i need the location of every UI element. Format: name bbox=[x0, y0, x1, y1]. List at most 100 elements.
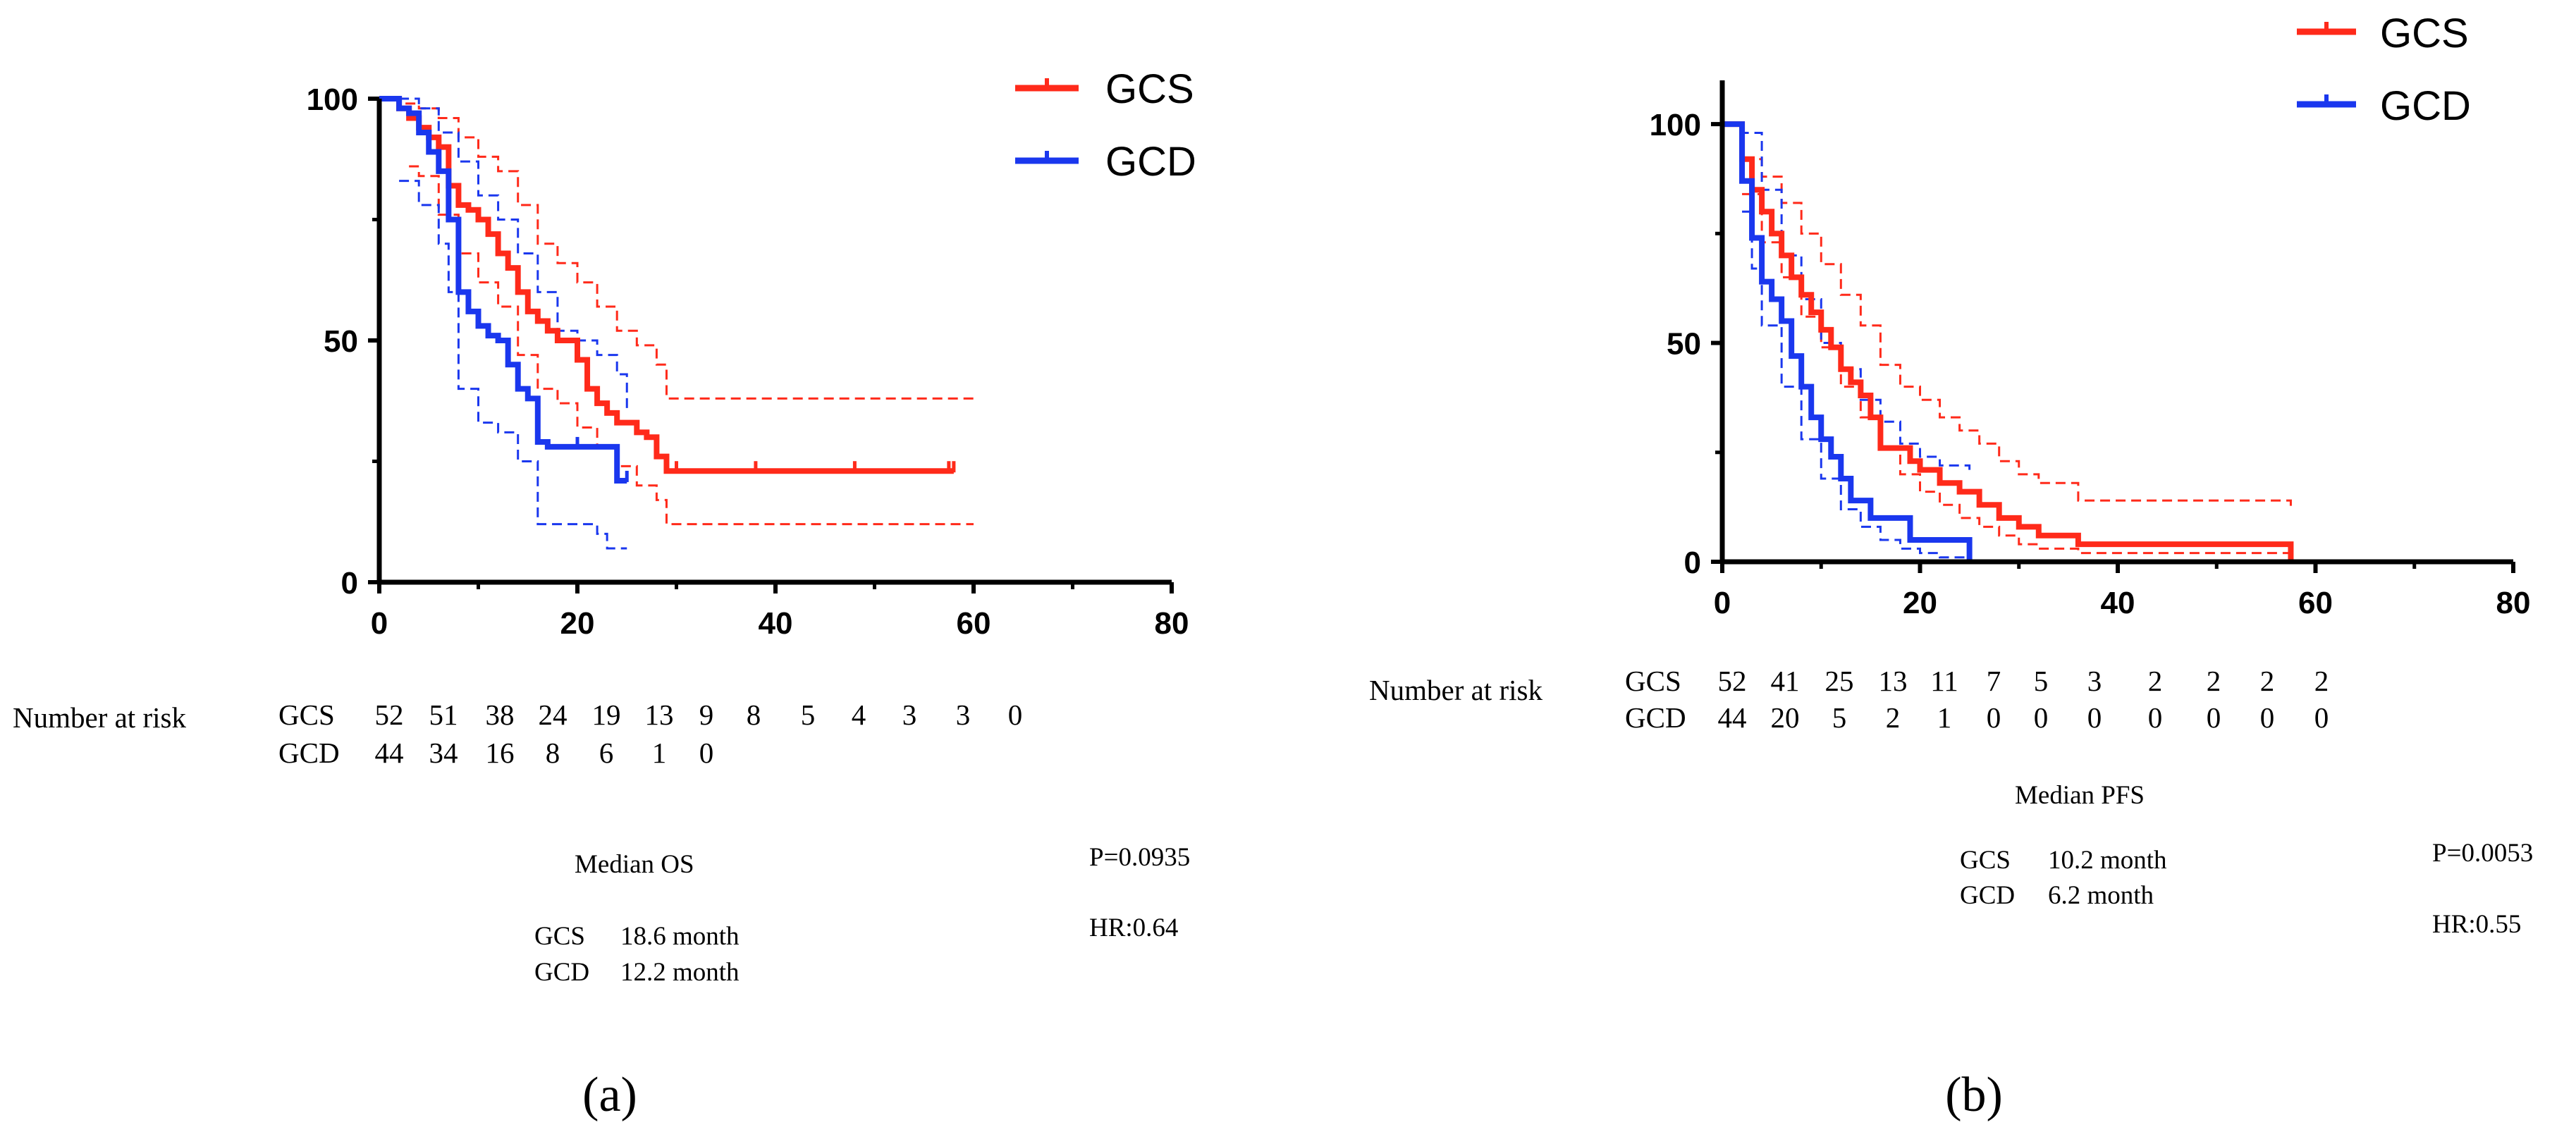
panel-b-y-tick-label-1: 50 bbox=[1667, 327, 1701, 362]
panel-b-hr: HR:0.55 bbox=[2432, 910, 2521, 939]
panel-b-risk-value-gcs-1: 41 bbox=[1771, 665, 1800, 697]
panel-a-legend: GCS GCD bbox=[1015, 66, 1196, 185]
panel-b-x-tick-label-1: 20 bbox=[1903, 586, 1937, 620]
panel-b-median-gcs-name: GCS bbox=[1960, 846, 2011, 875]
panel-a-x-tick-label-2: 40 bbox=[759, 606, 793, 641]
panel-a-series-ci-gcs-2 bbox=[379, 97, 974, 400]
panel-b-risk-value-gcs-4: 11 bbox=[1930, 665, 1958, 697]
panel-a-label: (a) bbox=[582, 1068, 637, 1122]
panel-b-series-ci-gcd-5 bbox=[1742, 210, 1971, 562]
panel-b-risk-value-gcs-2: 25 bbox=[1825, 665, 1854, 697]
panel-b-risk-value-gcs-6: 5 bbox=[2034, 665, 2049, 697]
panel-a-series-gcd-1 bbox=[379, 96, 627, 484]
panel-b-series-gcs-0 bbox=[1722, 121, 2294, 562]
panel-a-risk-value-gcd-2: 16 bbox=[486, 737, 515, 769]
panel-a-hr: HR:0.64 bbox=[1089, 913, 1178, 942]
panel-a-risk-value-gcs-0: 52 bbox=[375, 699, 404, 731]
panel-a-y-tick-label-1: 50 bbox=[324, 324, 358, 359]
panel-b-series-ci-gcd-4 bbox=[1732, 123, 1971, 470]
legend-gcs-label: GCS bbox=[2380, 11, 2469, 56]
panel-a-risk-row-name-gcd: GCD bbox=[278, 737, 340, 769]
panel-a-risk-value-gcs-5: 13 bbox=[645, 699, 674, 731]
panel-b-legend: GCS GCD bbox=[2297, 11, 2471, 129]
panel-b-legend-gcs: GCS bbox=[2297, 11, 2469, 56]
panel-b-risk-value-gcs-5: 7 bbox=[1987, 665, 2001, 697]
panel-b-risk-title: Number at risk bbox=[1369, 674, 1542, 706]
panel-b-median-gcs-value: 10.2 month bbox=[2048, 846, 2167, 875]
panel-b-risk-row-name-gcs: GCS bbox=[1625, 665, 1681, 697]
panel-b-median-title: Median PFS bbox=[2015, 781, 2145, 810]
panel-b-median-gcd-name: GCD bbox=[1960, 881, 2015, 910]
panel-b-y-tick-label-0: 0 bbox=[1684, 546, 1701, 580]
panel-a-median-gcs-name: GCS bbox=[534, 922, 585, 951]
panel-a-risk-value-gcs-12: 0 bbox=[1008, 699, 1023, 731]
panel-b-x-tick-label-3: 60 bbox=[2298, 586, 2333, 620]
panel-b-p-value: P=0.0053 bbox=[2432, 839, 2533, 868]
panel-b-risk-value-gcs-11: 2 bbox=[2314, 665, 2329, 697]
panel-a-median-gcd-name: GCD bbox=[534, 958, 589, 987]
panel-b-y-tick-label-2: 100 bbox=[1650, 108, 1701, 142]
panel-a-risk-row-name-gcs: GCS bbox=[278, 699, 335, 731]
panel-a-x-tick-label-1: 20 bbox=[560, 606, 595, 641]
panel-a-risk-title: Number at risk bbox=[13, 701, 186, 734]
panel-a-p-value: P=0.0935 bbox=[1089, 843, 1190, 872]
panel-a-risk-value-gcd-3: 8 bbox=[546, 737, 560, 769]
panel-a-median-title: Median OS bbox=[575, 850, 694, 879]
panel-b-risk-row-name-gcd: GCD bbox=[1625, 701, 1686, 734]
panel-b-median-gcd-value: 6.2 month bbox=[2048, 881, 2154, 910]
panel-a-x-tick-label-0: 0 bbox=[371, 606, 388, 641]
panel-a-risk-value-gcd-4: 6 bbox=[599, 737, 614, 769]
panel-b-risk-value-gcd-4: 1 bbox=[1937, 701, 1952, 734]
panel-a-risk-value-gcs-11: 3 bbox=[956, 699, 971, 731]
panel-a-series-ci-gcd-5 bbox=[399, 180, 627, 550]
panel-a-risk-value-gcd-0: 44 bbox=[375, 737, 404, 769]
panel-b-risk-value-gcs-8: 2 bbox=[2148, 665, 2163, 697]
panel-a-legend-gcs: GCS bbox=[1015, 66, 1194, 112]
panel-a-series-ci-gcs-3 bbox=[409, 165, 974, 526]
panel-b-x-tick-label-4: 80 bbox=[2496, 586, 2531, 620]
panel-a-risk-value-gcs-10: 3 bbox=[902, 699, 917, 731]
legend-gcd-label: GCD bbox=[1105, 139, 1196, 185]
panel-a-risk-value-gcs-9: 4 bbox=[852, 699, 866, 731]
panel-b-risk-value-gcs-3: 13 bbox=[1879, 665, 1908, 697]
panel-a-risk-value-gcd-1: 34 bbox=[429, 737, 458, 769]
panel-a-risk-value-gcs-6: 9 bbox=[699, 699, 714, 731]
panel-a-risk-value-gcs-3: 24 bbox=[539, 699, 568, 731]
panel-b-risk-value-gcs-9: 2 bbox=[2207, 665, 2221, 697]
panel-b-risk-value-gcd-8: 0 bbox=[2148, 701, 2163, 734]
panel-b-legend-gcd: GCD bbox=[2297, 83, 2471, 129]
panel-a-y-tick-label-0: 0 bbox=[341, 566, 358, 601]
panel-b-risk-value-gcd-0: 44 bbox=[1718, 701, 1747, 734]
legend-gcd-label: GCD bbox=[2380, 83, 2471, 129]
panel-a-median-gcd-value: 12.2 month bbox=[620, 958, 740, 987]
panel-b-series-ci-gcs-3 bbox=[1742, 192, 2292, 562]
panel-a-risk-value-gcs-1: 51 bbox=[429, 699, 458, 731]
panel-b-x-tick-label-2: 40 bbox=[2101, 586, 2135, 620]
panel-b-label: (b) bbox=[1945, 1068, 2003, 1122]
panel-b-risk-value-gcd-6: 0 bbox=[2034, 701, 2049, 734]
panel-a-series-gcs-0 bbox=[379, 96, 954, 474]
panel-a-risk-value-gcd-6: 0 bbox=[699, 737, 714, 769]
panel-a-risk-value-gcs-8: 5 bbox=[801, 699, 816, 731]
panel-a-series-ci-gcd-4 bbox=[399, 97, 628, 413]
panel-a-x-tick-label-4: 80 bbox=[1155, 606, 1189, 641]
panel-a-x-tick-label-3: 60 bbox=[957, 606, 991, 641]
panel-a-risk-value-gcs-7: 8 bbox=[747, 699, 761, 731]
panel-a-median-gcs-value: 18.6 month bbox=[620, 922, 740, 951]
panel-b-risk-value-gcd-1: 20 bbox=[1771, 701, 1800, 734]
panel-b-x-tick-label-0: 0 bbox=[1714, 586, 1731, 620]
panel-b-risk-value-gcd-10: 0 bbox=[2260, 701, 2275, 734]
panel-b-plot: 0 20 40 60 80 0 50 100 bbox=[1650, 80, 2531, 620]
panel-a-plot: 0 20 40 60 80 0 50 100 bbox=[307, 82, 1189, 641]
panel-a-risk-value-gcd-5: 1 bbox=[652, 737, 667, 769]
panel-b-series-gcd-1 bbox=[1722, 121, 1973, 562]
panel-a-risk-value-gcs-2: 38 bbox=[486, 699, 515, 731]
panel-b-series-ci-gcs-2 bbox=[1732, 123, 2292, 510]
panel-a-y-tick-label-2: 100 bbox=[307, 82, 358, 117]
panel-a-risk-value-gcs-4: 19 bbox=[592, 699, 621, 731]
